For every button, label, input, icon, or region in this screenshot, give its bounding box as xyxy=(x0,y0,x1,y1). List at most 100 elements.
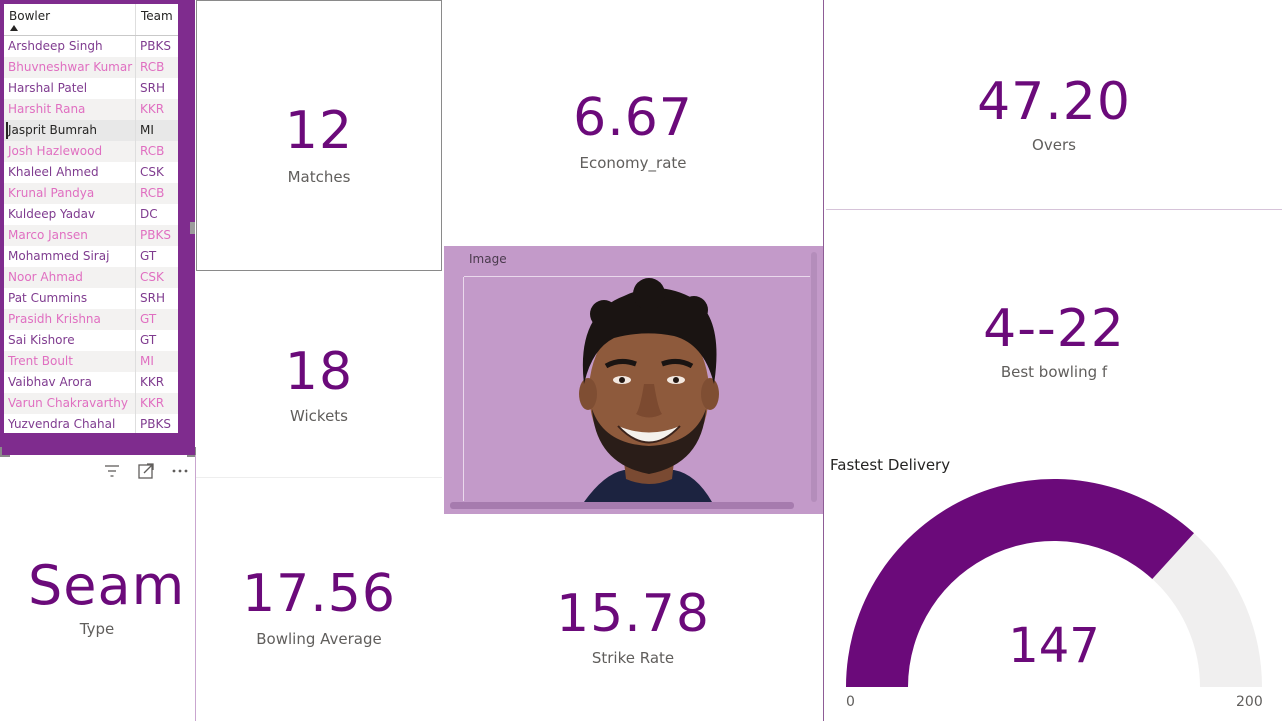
filter-icon[interactable] xyxy=(103,462,121,480)
table-row[interactable]: Varun Chakravarthy KKR xyxy=(4,393,178,414)
matches-card[interactable]: 12 Matches xyxy=(196,0,442,271)
cell-bowler: Bhuvneshwar Kumar xyxy=(8,60,133,74)
cell-bowler: Sai Kishore xyxy=(8,333,75,347)
table-row[interactable]: Marco Jansen PBKS xyxy=(4,225,178,246)
table-row[interactable]: Kuldeep Yadav DC xyxy=(4,204,178,225)
cell-team: DC xyxy=(140,207,158,221)
cell-team: RCB xyxy=(140,186,165,200)
cell-bowler: Trent Boult xyxy=(8,354,73,368)
bowling-average-value: 17.56 xyxy=(242,564,396,624)
resize-handle-bottom-left[interactable] xyxy=(0,447,10,457)
economy-label: Economy_rate xyxy=(579,154,687,172)
gauge-chart xyxy=(846,478,1262,687)
overs-value: 47.20 xyxy=(977,72,1131,132)
cell-bowler: Harshit Rana xyxy=(8,102,86,116)
gauge-min-label: 0 xyxy=(846,694,855,710)
best-bowling-value: 4--22 xyxy=(983,299,1125,359)
economy-card[interactable]: 6.67 Economy_rate xyxy=(444,0,822,244)
strike-rate-value: 15.78 xyxy=(556,584,710,644)
table-row[interactable]: Jasprit Bumrah MI xyxy=(4,120,178,141)
best-bowling-label: Best bowling f xyxy=(1000,363,1108,381)
matches-value: 12 xyxy=(284,101,354,161)
cell-team: PBKS xyxy=(140,417,171,431)
table-row[interactable]: Arshdeep Singh PBKS xyxy=(4,36,178,57)
cell-team: CSK xyxy=(140,270,164,284)
gauge-title: Fastest Delivery xyxy=(830,456,951,474)
cell-bowler: Mohammed Siraj xyxy=(8,249,110,263)
economy-value: 6.67 xyxy=(573,88,693,148)
cell-team: KKR xyxy=(140,102,165,116)
cell-bowler: Vaibhav Arora xyxy=(8,375,92,389)
cell-team: KKR xyxy=(140,375,165,389)
cell-team: GT xyxy=(140,249,157,263)
table-row[interactable]: Khaleel Ahmed CSK xyxy=(4,162,178,183)
sort-ascending-icon xyxy=(10,25,18,31)
cell-bowler: Marco Jansen xyxy=(8,228,88,242)
table-row[interactable]: Pat Cummins SRH xyxy=(4,288,178,309)
matches-label: Matches xyxy=(287,168,351,186)
table-row[interactable]: Noor Ahmad CSK xyxy=(4,267,178,288)
cell-team: RCB xyxy=(140,60,165,74)
type-value: Seam xyxy=(28,554,186,617)
cell-team: SRH xyxy=(140,81,165,95)
bowler-table[interactable]: Bowler Team Arshdeep Singh PBKS Bhuvneshwa… xyxy=(4,4,178,433)
cell-bowler: Noor Ahmad xyxy=(8,270,83,284)
bowler-table-visual[interactable]: Bowler Team Arshdeep Singh PBKS Bhuvneshwa… xyxy=(0,0,197,457)
table-row[interactable]: Prasidh Krishna GT xyxy=(4,309,178,330)
table-header: Bowler Team xyxy=(4,4,178,36)
cell-team: KKR xyxy=(140,396,165,410)
best-bowling-card[interactable]: 4--22 Best bowling f xyxy=(826,211,1282,451)
type-card[interactable]: Seam Type xyxy=(0,490,194,721)
horizontal-scrollbar[interactable] xyxy=(450,502,794,509)
gauge-value-label: 147 xyxy=(1008,618,1100,674)
cell-bowler: Khaleel Ahmed xyxy=(8,165,99,179)
focus-mode-icon[interactable] xyxy=(137,462,155,480)
column-header-bowler[interactable]: Bowler xyxy=(9,9,51,23)
cell-team: PBKS xyxy=(140,228,171,242)
cell-team: RCB xyxy=(140,144,165,158)
bowler-portrait-image xyxy=(579,278,719,502)
table-row[interactable]: Yuzvendra Chahal PBKS xyxy=(4,414,178,433)
table-row[interactable]: Sai Kishore GT xyxy=(4,330,178,351)
bowling-average-label: Bowling Average xyxy=(256,630,382,648)
cell-team: CSK xyxy=(140,165,164,179)
overs-card[interactable]: 47.20 Overs xyxy=(826,0,1282,208)
overs-label: Overs xyxy=(1032,136,1076,154)
cell-team: MI xyxy=(140,123,154,137)
wickets-card[interactable]: 18 Wickets xyxy=(196,274,442,476)
cell-team: SRH xyxy=(140,291,165,305)
cell-bowler: Yuzvendra Chahal xyxy=(8,417,116,431)
image-visual[interactable]: Image xyxy=(444,246,823,514)
resize-handle-right[interactable] xyxy=(190,222,195,234)
more-options-icon[interactable] xyxy=(171,462,189,480)
cell-bowler: Krunal Pandya xyxy=(8,186,95,200)
table-row[interactable]: Harshit Rana KKR xyxy=(4,99,178,120)
table-row[interactable]: Vaibhav Arora KKR xyxy=(4,372,178,393)
cell-bowler: Kuldeep Yadav xyxy=(8,207,96,221)
vertical-scrollbar[interactable] xyxy=(811,252,817,502)
table-row[interactable]: Mohammed Siraj GT xyxy=(4,246,178,267)
gauge-max-label: 200 xyxy=(1236,694,1263,710)
cell-team: MI xyxy=(140,354,154,368)
gauge-fill[interactable] xyxy=(846,478,1194,687)
table-row[interactable]: Harshal Patel SRH xyxy=(4,78,178,99)
table-row[interactable]: Josh Hazlewood RCB xyxy=(4,141,178,162)
cell-team: PBKS xyxy=(140,39,171,53)
wickets-label: Wickets xyxy=(290,407,348,425)
table-row[interactable]: Bhuvneshwar Kumar RCB xyxy=(4,57,178,78)
column-header-team[interactable]: Team xyxy=(141,9,173,23)
cell-bowler: Harshal Patel xyxy=(8,81,88,95)
fastest-delivery-gauge[interactable]: Fastest Delivery 147 0 200 xyxy=(826,452,1282,721)
image-visual-title: Image xyxy=(469,252,507,266)
cell-team: GT xyxy=(140,333,157,347)
table-row[interactable]: Krunal Pandya RCB xyxy=(4,183,178,204)
cell-bowler: Prasidh Krishna xyxy=(8,312,101,326)
cell-bowler: Jasprit Bumrah xyxy=(8,123,97,137)
cell-bowler: Josh Hazlewood xyxy=(8,144,103,158)
cell-team: GT xyxy=(140,312,157,326)
type-label: Type xyxy=(79,620,115,638)
table-row[interactable]: Trent Boult MI xyxy=(4,351,178,372)
cell-bowler: Arshdeep Singh xyxy=(8,39,103,53)
strike-rate-card[interactable]: 15.78 Strike Rate xyxy=(444,516,822,721)
bowling-average-card[interactable]: 17.56 Bowling Average xyxy=(196,479,442,721)
